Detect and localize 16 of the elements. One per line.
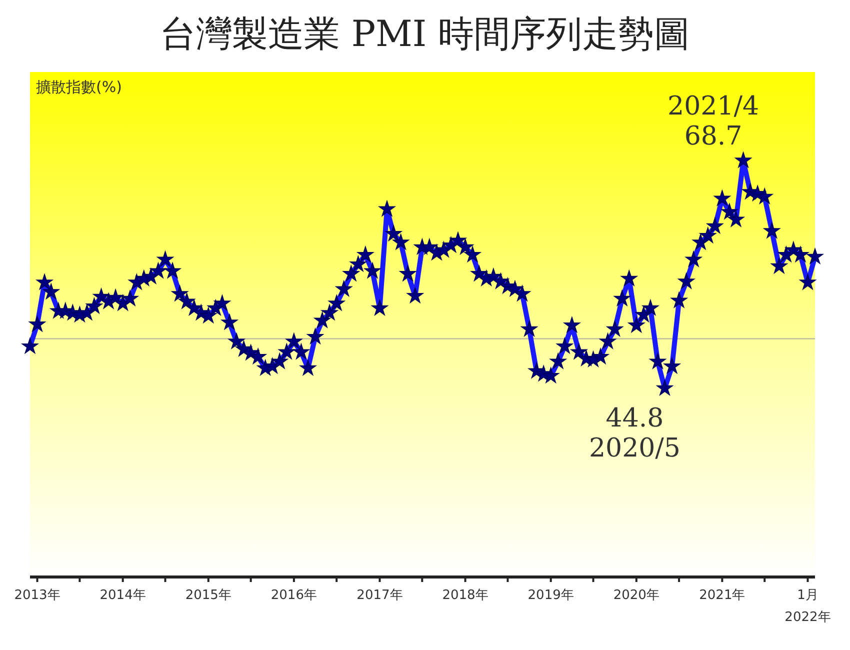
data-label: 68.7 [684, 122, 742, 152]
x-tick-label: 2014年 [100, 588, 146, 603]
x-tick-label: 2021年 [699, 588, 746, 603]
x-tick-label: 2019年 [528, 588, 574, 603]
chart-title: 台灣製造業 PMI 時間序列走勢圖 [160, 14, 690, 55]
annotation: 2021/4 [668, 92, 760, 122]
x-tick-label: 2020年 [613, 588, 660, 603]
annotation: 2020/5 [589, 433, 680, 464]
x-tick-label: 2013年 [14, 588, 60, 603]
x-tick-label: 2018年 [442, 588, 488, 603]
x-tick-label: 1月 2022年 [784, 588, 831, 625]
x-tick-label: 2016年 [270, 588, 317, 603]
x-tick-label: 2017年 [356, 588, 403, 603]
y-axis-title: 擴散指數(%) [36, 78, 122, 96]
data-label: 44.8 [606, 403, 664, 434]
x-tick-label: 2015年 [185, 588, 232, 603]
